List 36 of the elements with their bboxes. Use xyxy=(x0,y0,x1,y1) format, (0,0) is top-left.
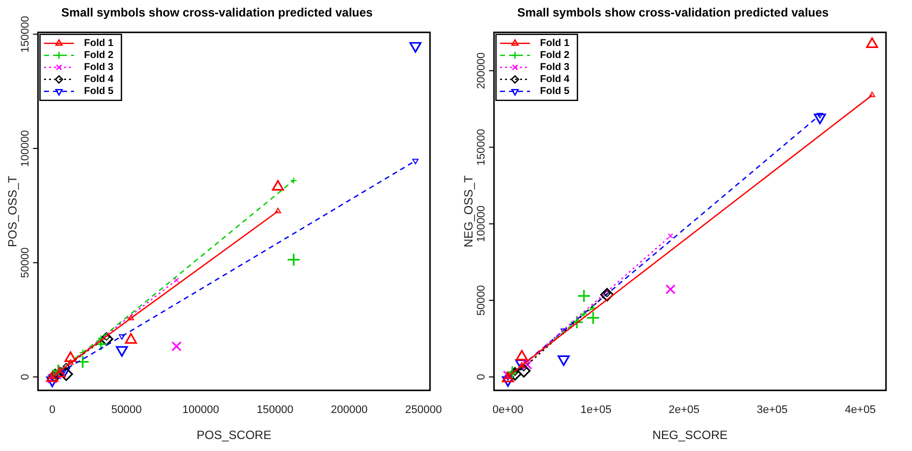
legend-label: Fold 2 xyxy=(84,50,114,62)
y-axis-title: POS_OSS_T xyxy=(6,175,20,248)
y-tick-label: 0 xyxy=(20,374,32,380)
legend-label: Fold 3 xyxy=(84,62,114,74)
y-tick-label: 0 xyxy=(476,374,488,380)
y-tick-label: 200000 xyxy=(476,52,488,90)
legend-label: Fold 5 xyxy=(540,86,570,98)
x-tick-label: 250000 xyxy=(405,404,442,416)
y-tick-label: 50000 xyxy=(476,285,488,316)
y-tick-label: 50000 xyxy=(20,247,32,278)
chart-title: Small symbols show cross-validation predicted values xyxy=(517,6,830,20)
x-axis-title: POS_SCORE xyxy=(196,428,272,442)
y-tick-label: 150000 xyxy=(476,128,488,166)
x-tick-label: 1e+05 xyxy=(580,404,612,416)
y-tick-label: 150000 xyxy=(20,16,32,53)
legend-label: Fold 2 xyxy=(540,50,570,62)
legend-label: Fold 4 xyxy=(84,74,114,86)
chart-title: Small symbols show cross-validation predicted values xyxy=(61,6,374,20)
x-axis-title: NEG_SCORE xyxy=(652,428,728,442)
legend-label: Fold 1 xyxy=(84,38,114,50)
x-tick-label: 3e+05 xyxy=(756,404,788,416)
y-tick-label: 100000 xyxy=(476,205,488,242)
x-tick-label: 0 xyxy=(49,404,56,416)
x-tick-label: 100000 xyxy=(182,404,220,416)
legend-label: Fold 4 xyxy=(540,74,570,86)
legend-label: Fold 5 xyxy=(84,86,114,98)
x-tick-label: 200000 xyxy=(330,404,368,416)
x-tick-label: 2e+05 xyxy=(668,404,700,416)
y-axis-title: NEG_OSS_T xyxy=(462,174,476,248)
x-tick-label: 0e+00 xyxy=(492,404,524,416)
x-tick-label: 4e+05 xyxy=(844,404,876,416)
legend-label: Fold 1 xyxy=(540,38,570,50)
legend-label: Fold 3 xyxy=(540,62,570,74)
y-tick-label: 100000 xyxy=(20,130,32,167)
x-tick-label: 50000 xyxy=(111,404,142,416)
x-tick-label: 150000 xyxy=(256,404,294,416)
